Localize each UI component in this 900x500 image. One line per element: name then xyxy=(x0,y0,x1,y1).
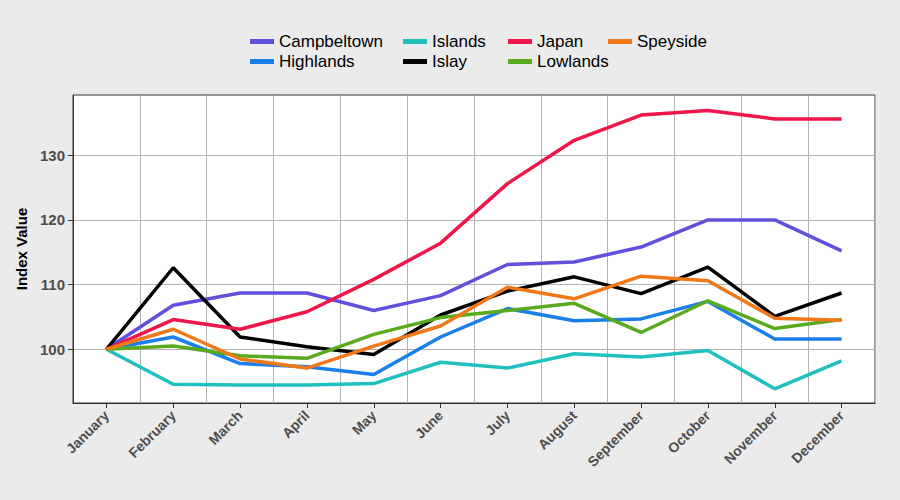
svg-text:Highlands: Highlands xyxy=(279,52,355,71)
svg-text:July: July xyxy=(482,407,513,438)
svg-text:Campbeltown: Campbeltown xyxy=(279,32,383,51)
svg-text:November: November xyxy=(721,407,781,467)
svg-text:September: September xyxy=(584,407,647,470)
svg-text:Index Value: Index Value xyxy=(13,208,30,291)
svg-text:Islands: Islands xyxy=(432,32,486,51)
svg-text:120: 120 xyxy=(40,211,65,228)
svg-text:110: 110 xyxy=(41,276,65,293)
svg-text:Speyside: Speyside xyxy=(637,32,707,51)
svg-text:June: June xyxy=(412,407,447,442)
svg-text:May: May xyxy=(349,407,380,438)
svg-text:February: February xyxy=(125,407,179,461)
svg-text:January: January xyxy=(63,407,112,456)
svg-text:Islay: Islay xyxy=(432,52,467,71)
svg-text:Lowlands: Lowlands xyxy=(537,52,609,71)
svg-text:October: October xyxy=(664,407,714,457)
svg-text:December: December xyxy=(788,407,848,467)
svg-text:April: April xyxy=(279,407,313,441)
svg-text:130: 130 xyxy=(40,147,65,164)
svg-text:August: August xyxy=(535,407,581,453)
svg-text:March: March xyxy=(205,407,245,447)
svg-text:Japan: Japan xyxy=(537,32,583,51)
svg-text:100: 100 xyxy=(40,341,65,358)
